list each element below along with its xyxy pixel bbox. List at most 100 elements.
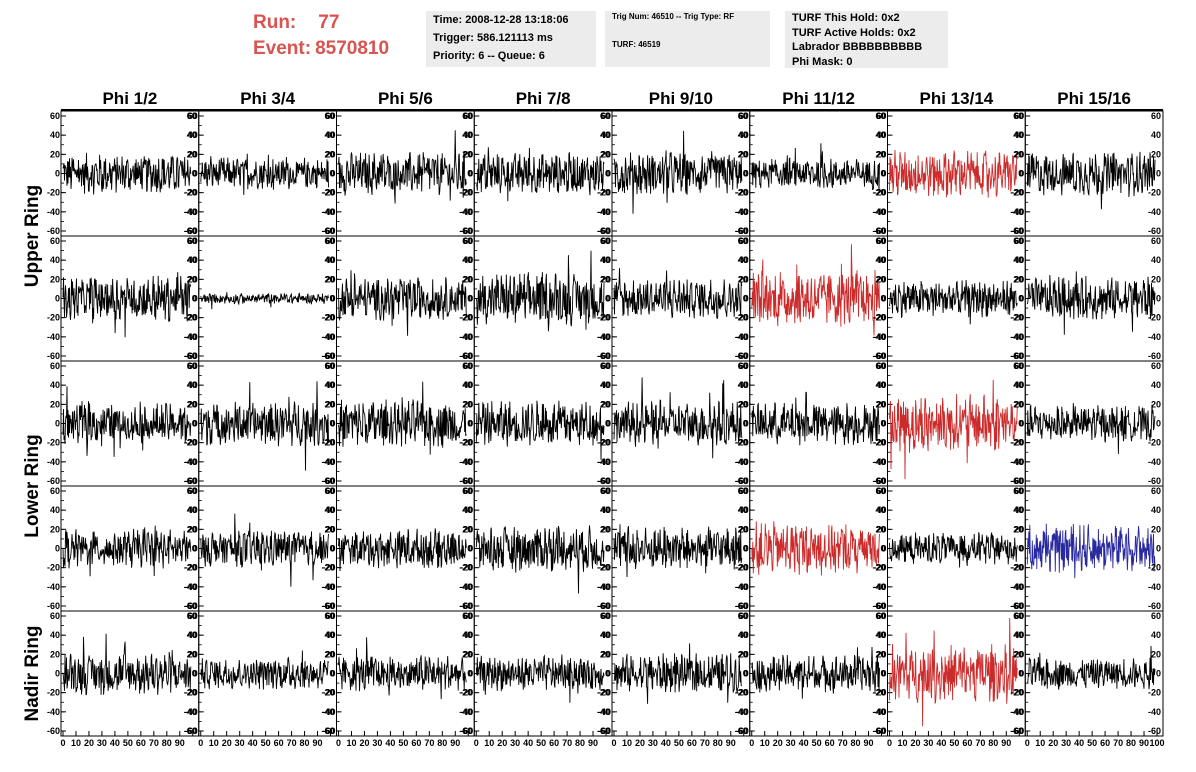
- y-tick-label: -40: [873, 457, 886, 467]
- x-tick-label: 40: [799, 738, 809, 748]
- x-tick-label: 30: [786, 738, 796, 748]
- column-header: Phi 15/16: [1057, 89, 1131, 108]
- y-tick-label: -20: [47, 188, 60, 198]
- y-tick-label-right: -60: [321, 601, 334, 611]
- y-tick-label-right: -20: [1148, 563, 1161, 573]
- y-tick-label: 20: [1014, 649, 1024, 659]
- y-tick-label: -60: [47, 226, 60, 236]
- y-tick-label: 0: [1019, 294, 1024, 304]
- waveform-panel: -60 -40 -20 0 20 40 60 -60 -40 -20 0 20 40 60: [322, 485, 475, 612]
- waveform-trace: [1026, 645, 1156, 690]
- y-tick-label: 60: [463, 486, 473, 496]
- y-tick-label: 0: [330, 419, 335, 429]
- y-tick-label: -40: [185, 457, 198, 467]
- y-tick-label: 20: [325, 274, 335, 284]
- y-tick-label-right: -20: [321, 688, 334, 698]
- y-tick-label: -60: [185, 226, 198, 236]
- waveform-panel: -60 -40 -20 0 20 40 60 -60 -40 -20 0 20 40 60: [1011, 485, 1164, 612]
- y-tick-label: 20: [463, 524, 473, 534]
- y-tick-label: 40: [188, 380, 198, 390]
- x-tick-label: 80: [988, 738, 998, 748]
- y-tick-label: -20: [1011, 688, 1024, 698]
- y-tick-label-right: -60: [1148, 726, 1161, 736]
- x-tick-label: 10: [209, 738, 219, 748]
- y-tick-label: -60: [47, 351, 60, 361]
- y-tick-label: 0: [744, 169, 749, 179]
- y-tick-label-right: -60: [872, 226, 885, 236]
- y-tick-label: -20: [873, 563, 886, 573]
- y-tick-label: -60: [460, 601, 473, 611]
- x-tick-label: 40: [110, 738, 120, 748]
- waveform-trace: [1026, 271, 1156, 335]
- y-tick-label-right: 0: [743, 544, 748, 554]
- y-tick-label-right: -40: [184, 332, 197, 342]
- waveform-panel: -60 -40 -20 0 20 40 60 -60 -40 -20 0 20 40 60: [736, 360, 888, 487]
- waveform-trace: [751, 521, 880, 576]
- y-tick-label: 40: [876, 255, 886, 265]
- y-tick-label-right: -20: [735, 313, 748, 323]
- y-tick-label-right: 0: [605, 294, 610, 304]
- y-tick-label: -20: [322, 438, 335, 448]
- y-tick-label-right: -60: [597, 226, 610, 236]
- y-tick-label: 40: [1014, 630, 1024, 640]
- y-tick-label: 0: [330, 294, 335, 304]
- y-tick-label-right: 60: [600, 611, 610, 621]
- y-tick-label-right: 0: [192, 669, 197, 679]
- y-tick-label-right: -40: [459, 457, 472, 467]
- y-tick-label: -60: [873, 601, 886, 611]
- y-tick-label: -20: [322, 313, 335, 323]
- waveform-panel: -60 -40 -20 0 20 40 60 -60 -40 -20 0 20 40 60: [185, 110, 337, 237]
- column-header: Phi 13/14: [920, 89, 994, 108]
- y-tick-label: 0: [744, 544, 749, 554]
- x-tick-label: 30: [1061, 738, 1071, 748]
- y-tick-label: -40: [873, 207, 886, 217]
- y-tick-label: -60: [460, 351, 473, 361]
- y-tick-label-right: 20: [875, 524, 885, 534]
- y-tick-label: 20: [1014, 149, 1024, 159]
- y-tick-label-right: 60: [462, 486, 472, 496]
- y-tick-label-right: -40: [735, 332, 748, 342]
- y-tick-label: 20: [876, 649, 886, 659]
- y-tick-label: -40: [47, 707, 60, 717]
- trig-num-line: Trig Num: 46510 -- Trig Type: RF: [612, 12, 735, 21]
- y-tick-label: -40: [322, 207, 335, 217]
- y-tick-label: 0: [330, 169, 335, 179]
- y-tick-label: -20: [322, 688, 335, 698]
- waveform-trace: [1026, 403, 1156, 454]
- y-tick-label: 60: [463, 611, 473, 621]
- waveform-trace: [751, 244, 880, 336]
- y-tick-label: -60: [873, 726, 886, 736]
- y-tick-label-right: 0: [880, 544, 885, 554]
- y-tick-label: 60: [1014, 111, 1024, 121]
- panel-frame: [60, 360, 200, 487]
- y-tick-label: -40: [873, 332, 886, 342]
- y-tick-label: 20: [463, 649, 473, 659]
- x-tick-label: 50: [536, 738, 546, 748]
- y-tick-label: 20: [325, 399, 335, 409]
- trigger-line: Trigger: 586.121113 ms: [433, 32, 553, 44]
- waveform-panel: -60 -40 -20 0 20 40 60 -60 -40 -20 0 20 40 60: [322, 235, 475, 362]
- y-tick-label: -20: [598, 188, 611, 198]
- y-tick-label-right: -20: [184, 438, 197, 448]
- y-tick-label: -40: [598, 457, 611, 467]
- y-tick-label-right: -60: [184, 476, 197, 486]
- phi-mask-line: Phi Mask: 0: [792, 55, 853, 68]
- y-tick-label: 40: [50, 505, 60, 515]
- y-tick-label-right: -40: [1148, 707, 1161, 717]
- y-tick-label-right: -40: [597, 207, 610, 217]
- y-tick-label-right: 40: [738, 255, 748, 265]
- y-tick-label: 40: [739, 505, 749, 515]
- y-tick-label-right: 20: [600, 274, 610, 284]
- y-tick-label-right: 60: [187, 486, 197, 496]
- y-tick-label-right: -20: [459, 188, 472, 198]
- waveform-trace: [200, 381, 329, 471]
- y-tick-label: 40: [601, 255, 611, 265]
- y-tick-label: 60: [1014, 611, 1024, 621]
- waveform-trace: [338, 528, 467, 572]
- y-tick-label-right: 60: [187, 111, 197, 121]
- y-tick-label: -40: [598, 582, 611, 592]
- y-tick-label-right: 60: [738, 236, 748, 246]
- x-tick-label: 50: [261, 738, 271, 748]
- time-info-box: Time: 2008-12-28 13:18:06 Trigger: 586.1…: [426, 11, 596, 67]
